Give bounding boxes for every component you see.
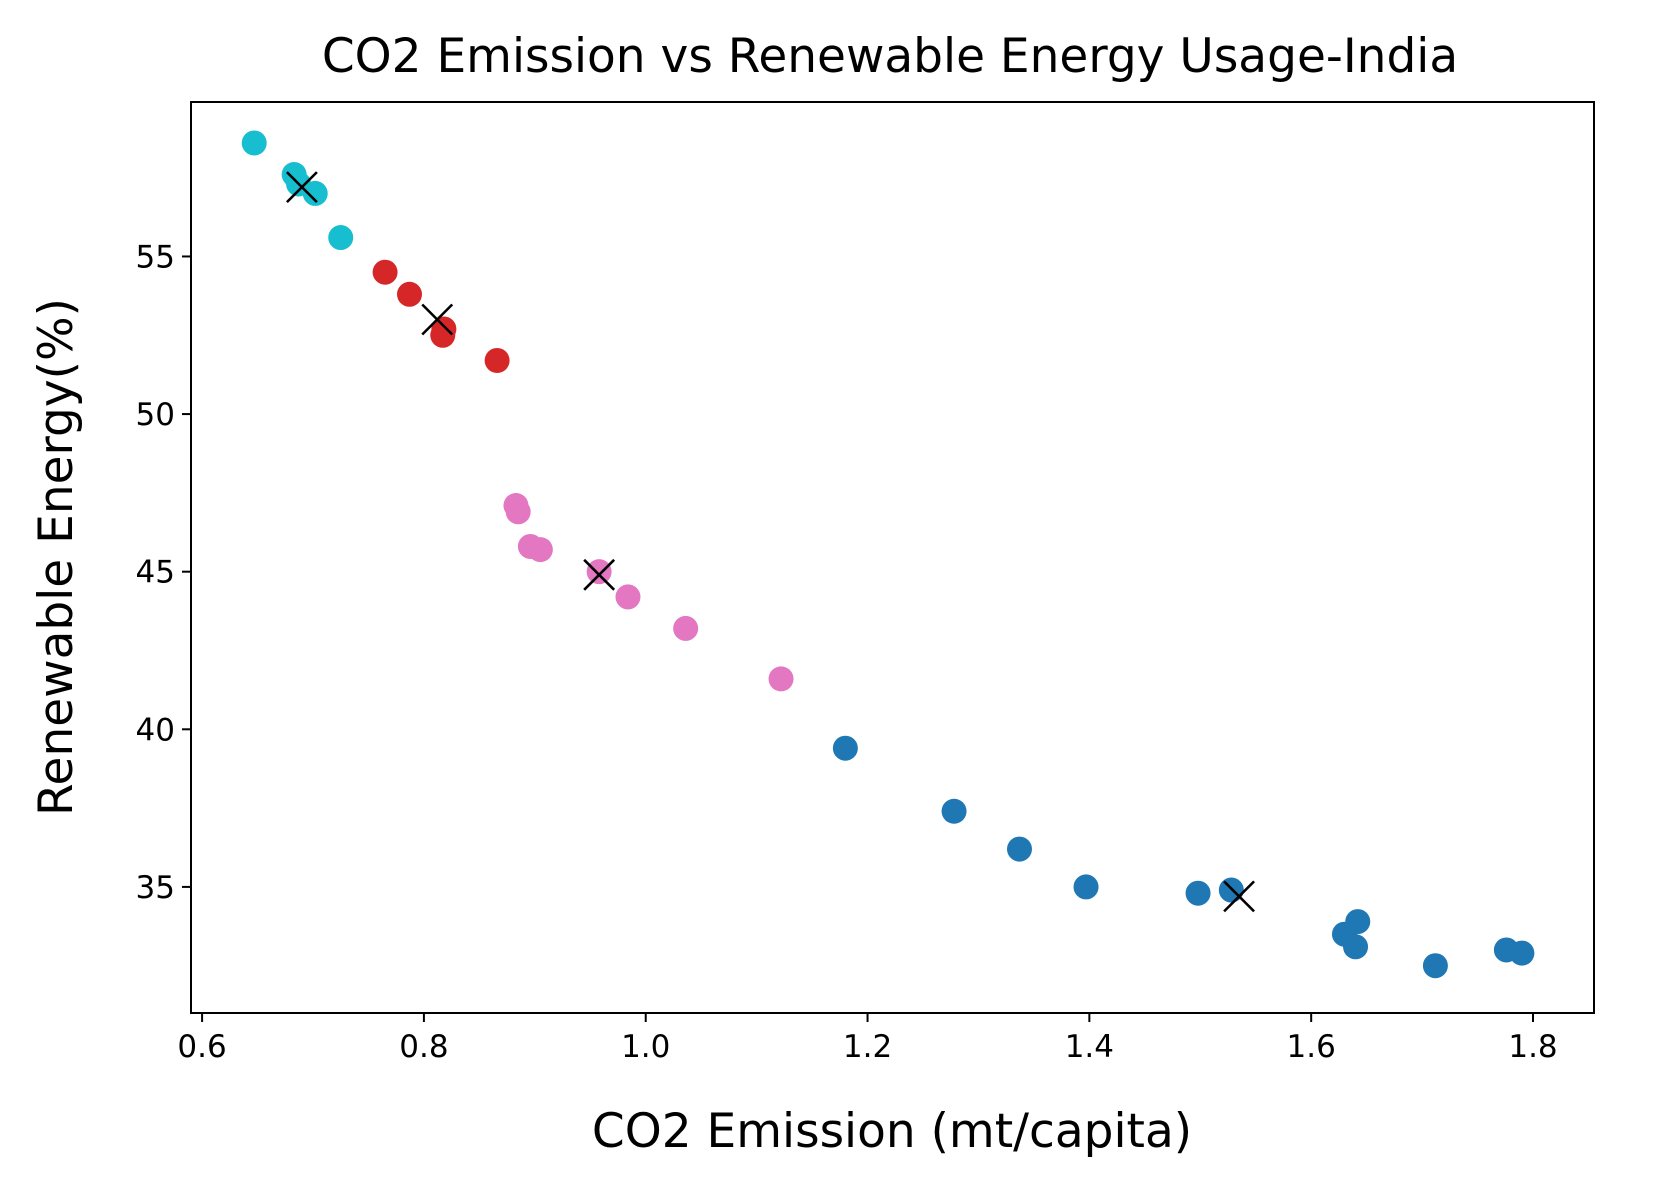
- data-point: [396, 281, 422, 307]
- x-tick-label: 0.6: [177, 1029, 226, 1065]
- x-axis-label: CO2 Emission (mt/capita): [592, 1104, 1192, 1159]
- y-tick-label: 40: [136, 712, 175, 748]
- data-point: [832, 735, 858, 761]
- data-point: [430, 322, 456, 348]
- y-axis-ticks: 35 40 45 50 55: [136, 239, 191, 906]
- y-tick-label: 45: [136, 555, 175, 591]
- y-tick-label: 50: [136, 397, 175, 433]
- data-point: [372, 259, 398, 285]
- data-point: [1185, 880, 1211, 906]
- data-point: [941, 798, 967, 824]
- data-point: [1343, 934, 1369, 960]
- y-axis-label: Renewable Energy(%): [29, 298, 84, 816]
- centroid-marks: [285, 171, 1256, 913]
- data-point: [1422, 953, 1448, 979]
- data-point: [328, 225, 354, 251]
- data-point: [1345, 909, 1371, 935]
- centroid-marker: [285, 171, 318, 204]
- chart-title: CO2 Emission vs Renewable Energy Usage-I…: [322, 29, 1458, 84]
- data-point: [586, 559, 612, 585]
- data-point: [302, 180, 328, 206]
- plot-frame: [190, 101, 1595, 1014]
- x-tick-label: 0.8: [399, 1029, 448, 1065]
- x-tick-label: 1.8: [1508, 1029, 1557, 1065]
- data-point: [1509, 940, 1535, 966]
- y-tick-label: 35: [136, 870, 175, 906]
- data-point: [1006, 836, 1032, 862]
- x-tick-label: 1.2: [843, 1029, 892, 1065]
- data-point: [615, 584, 641, 610]
- x-tick-label: 1.6: [1287, 1029, 1336, 1065]
- centroid-marker: [1223, 880, 1256, 913]
- data-point: [241, 130, 267, 156]
- data-point: [768, 666, 794, 692]
- y-tick-label: 55: [136, 239, 175, 275]
- x-tick-label: 1.0: [621, 1029, 670, 1065]
- data-point: [527, 537, 553, 563]
- x-tick-label: 1.4: [1065, 1029, 1114, 1065]
- data-point: [1073, 874, 1099, 900]
- data-point: [673, 615, 699, 641]
- centroid-marker: [421, 303, 454, 336]
- data-marks: [241, 130, 1535, 979]
- data-point: [505, 499, 531, 525]
- data-point: [484, 347, 510, 373]
- x-axis-ticks: 0.6 0.8 1.0 1.2 1.4 1.6 1.8: [177, 1013, 1558, 1065]
- centroid-marker: [583, 558, 616, 591]
